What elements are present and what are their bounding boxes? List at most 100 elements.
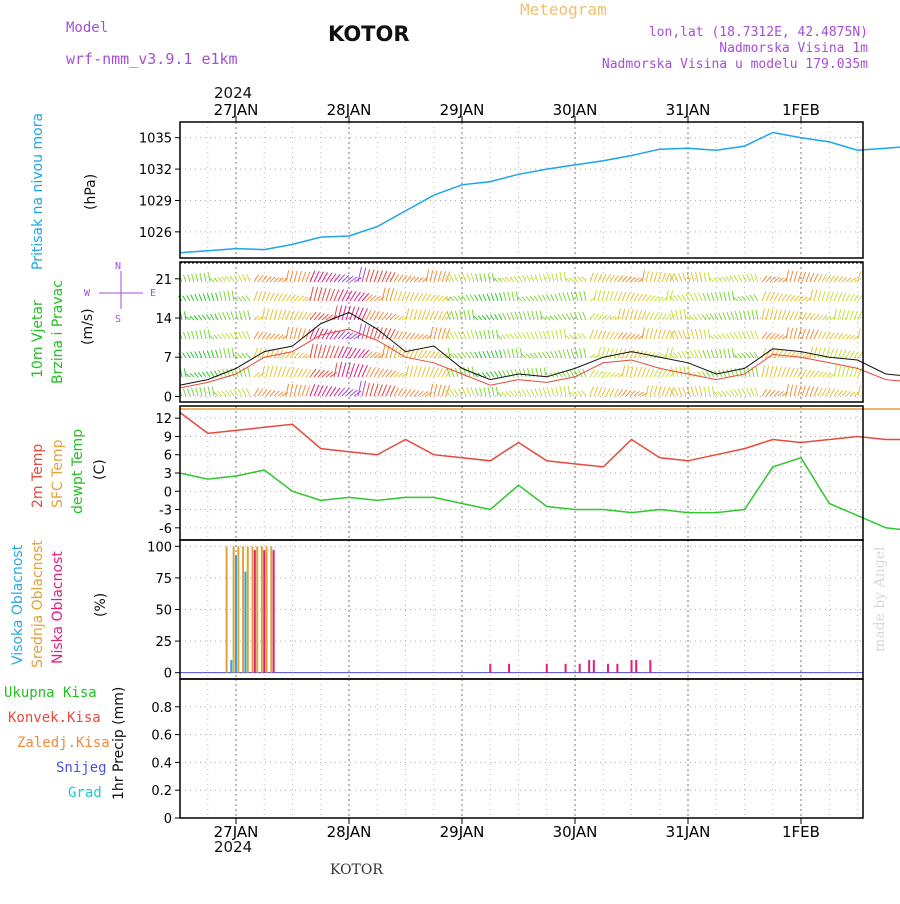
y-tick-label: 1029 xyxy=(139,194,172,209)
wind-arrow xyxy=(447,311,450,320)
wind-arrow xyxy=(262,365,264,377)
wind-arrow xyxy=(702,372,706,377)
wind-arrow xyxy=(610,348,613,358)
wind-arrow xyxy=(646,385,649,396)
wind-arrow xyxy=(188,274,190,282)
wind-arrow xyxy=(286,270,289,282)
wind-arrow xyxy=(830,389,835,396)
wind-arrow xyxy=(258,291,262,301)
wind-arrow xyxy=(518,333,522,339)
wind-arrow xyxy=(810,273,814,282)
wind-arrow xyxy=(606,331,610,339)
wind-arrow xyxy=(846,351,850,358)
wind-arrow xyxy=(204,387,206,396)
wind-arrow xyxy=(834,333,839,339)
wind-arrow xyxy=(786,310,790,320)
wind-arrow xyxy=(642,367,646,377)
wind-arrow xyxy=(802,369,807,377)
wind-arrow xyxy=(822,291,825,301)
wind-arrow xyxy=(810,346,813,358)
wind-arrow xyxy=(543,274,546,282)
wind-arrow xyxy=(646,311,650,320)
cloud-side-label-high: Visoka Oblacnost xyxy=(10,545,26,665)
wind-arrow xyxy=(814,387,818,396)
wind-arrow xyxy=(748,310,750,320)
wind-arrow xyxy=(682,351,686,358)
wind-arrow xyxy=(573,391,578,396)
wind-arrow xyxy=(842,293,846,301)
wind-arrow xyxy=(183,332,186,339)
wind-arrow xyxy=(246,296,250,302)
wind-arrow xyxy=(438,368,443,377)
x-tick-label-bottom: 28JAN xyxy=(327,823,372,841)
wind-arrow xyxy=(224,291,226,301)
wind-arrow xyxy=(218,370,222,377)
wind-arrow xyxy=(638,294,643,301)
wind-arrow xyxy=(290,270,293,282)
wind-arrow xyxy=(707,293,710,301)
wind-arrow xyxy=(246,353,250,358)
wind-arrow xyxy=(858,295,863,301)
wind-arrow xyxy=(830,332,835,339)
wind-arrow xyxy=(714,313,718,320)
wind-arrow xyxy=(414,350,418,358)
wind-arrow xyxy=(226,390,230,396)
wind-arrow xyxy=(802,272,806,282)
wind-arrow xyxy=(728,349,730,358)
wind-arrow xyxy=(203,351,206,358)
wind-arrow xyxy=(732,291,734,301)
wind-arrow xyxy=(734,389,738,396)
wind-arrow xyxy=(786,270,789,282)
wind-arrow xyxy=(248,367,250,377)
wind-arrow xyxy=(326,345,330,358)
wind-arrow xyxy=(226,276,230,282)
wind-arrow xyxy=(530,296,534,301)
y-tick-label: 7 xyxy=(164,351,172,366)
wind-arrow xyxy=(200,330,202,339)
wind-arrow xyxy=(654,369,658,377)
wind-arrow xyxy=(220,291,222,301)
wind-arrow xyxy=(472,310,474,320)
wind-arrow xyxy=(688,366,690,377)
wind-arrow xyxy=(334,290,339,301)
wind-arrow xyxy=(222,334,226,339)
wind-arrow xyxy=(206,314,210,320)
wind-arrow xyxy=(770,292,774,301)
wind-arrow xyxy=(751,331,754,339)
wind-arrow xyxy=(306,386,310,396)
wind-arrow xyxy=(475,295,478,301)
wind-arrow xyxy=(190,373,194,377)
x-tick-label-bottom: 29JAN xyxy=(440,823,485,841)
wind-arrow xyxy=(298,368,303,377)
wind-gust-line xyxy=(180,329,900,391)
wind-arrow xyxy=(406,349,410,358)
wind-arrow xyxy=(598,273,602,282)
wind-arrow xyxy=(226,333,230,339)
wind-arrow xyxy=(814,330,818,339)
wind-arrow xyxy=(490,315,494,320)
wind-arrow xyxy=(850,351,854,358)
wind-arrow xyxy=(584,291,586,301)
wind-arrow xyxy=(704,330,706,339)
t2m-line xyxy=(180,412,900,467)
wind-arrow xyxy=(472,367,474,377)
wind-arrow xyxy=(528,368,530,377)
wind-arrow xyxy=(610,332,614,339)
wind-arrow xyxy=(539,274,542,282)
wind-arrow xyxy=(454,275,458,282)
wind-arrow xyxy=(622,292,626,301)
wind-arrow xyxy=(750,295,754,301)
wind-arrow xyxy=(567,349,570,358)
wind-arrow xyxy=(548,274,550,282)
wind-arrow xyxy=(378,271,383,282)
wind-arrow xyxy=(555,294,558,301)
wind-arrow xyxy=(794,368,798,377)
wind-arrow xyxy=(714,335,718,339)
wind-arrow xyxy=(559,293,562,301)
wind-arrow xyxy=(708,386,710,396)
wind-arrow xyxy=(687,272,690,282)
wind-arrow xyxy=(674,274,678,282)
wind-arrow xyxy=(556,387,558,396)
wind-arrow xyxy=(646,328,649,339)
